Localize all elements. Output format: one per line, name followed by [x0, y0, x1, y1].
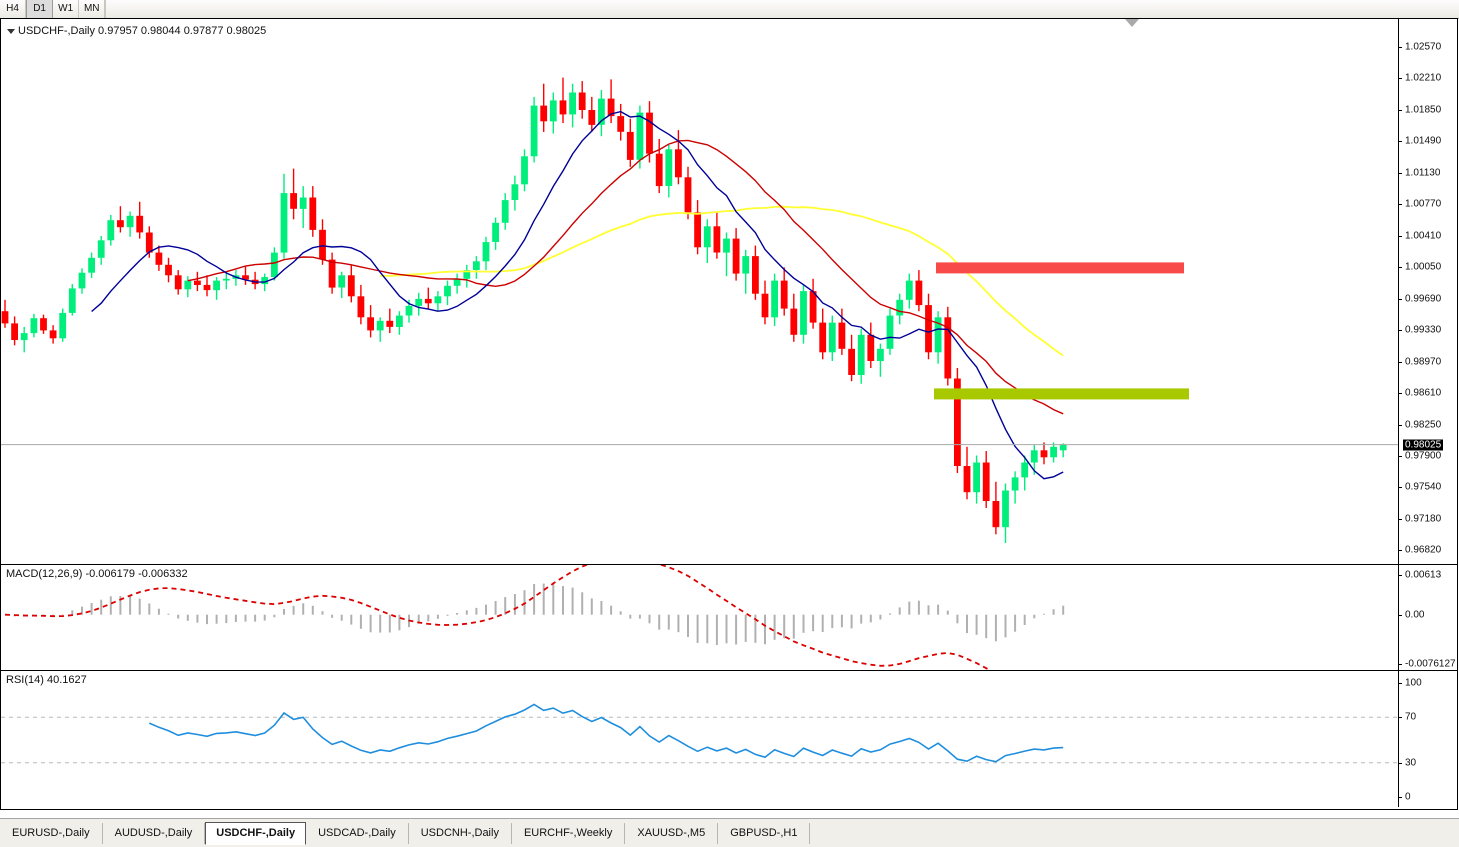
- chart-tab-gbpusdh1[interactable]: GBPUSD-,H1: [718, 822, 811, 844]
- price-tick: [1398, 78, 1402, 80]
- rsi-canvas: [1, 703, 1398, 764]
- rsi-tick-label: 30: [1405, 757, 1417, 769]
- price-tick-label: 1.00410: [1405, 230, 1442, 242]
- price-tick-label: 1.02210: [1405, 72, 1442, 84]
- price-tick-label: 0.99690: [1405, 293, 1442, 305]
- macd-tick-label: 0.00613: [1405, 569, 1442, 581]
- price-tick: [1398, 172, 1402, 174]
- rsi-tick: [1398, 717, 1402, 719]
- price-tick-label: 0.97540: [1405, 481, 1442, 493]
- price-tick: [1398, 393, 1402, 395]
- price-tick-label: 1.01850: [1405, 104, 1442, 116]
- price-tick-label: 1.01130: [1405, 167, 1441, 179]
- chart-frame: USDCHF-,Daily 0.97957 0.98044 0.97877 0.…: [0, 18, 1458, 836]
- chart-tab-audusddaily[interactable]: AUDUSD-,Daily: [103, 822, 206, 844]
- pane-divider-price-macd: [1, 564, 1457, 565]
- chart-top-marker-icon: [1125, 19, 1139, 27]
- price-tick-label: 0.97180: [1405, 513, 1442, 524]
- collapse-caret-icon[interactable]: [7, 28, 15, 34]
- chart-tab-eurchfweekly[interactable]: EURCHF-,Weekly: [512, 822, 626, 844]
- current-price-label: 0.98025: [1403, 439, 1444, 451]
- price-pane-title: USDCHF-,Daily 0.97957 0.98044 0.97877 0.…: [7, 25, 266, 37]
- macd-canvas: [4, 565, 1065, 670]
- chart-tab-bar: EURUSD-,Daily AUDUSD-,Daily USDCHF-,Daily U…: [0, 818, 1459, 847]
- price-tick-label: 1.00050: [1405, 261, 1442, 273]
- price-tick: [1398, 487, 1402, 489]
- macd-axis: 0.00613 0.00 -0.0076127: [1398, 565, 1457, 670]
- price-tick: [1398, 455, 1402, 457]
- timeframe-button-w1[interactable]: W1: [53, 0, 80, 18]
- price-tick: [1398, 267, 1402, 269]
- rsi-tick: [1398, 683, 1402, 684]
- price-tick-label: 0.98250: [1405, 419, 1442, 431]
- timeframe-button-mn[interactable]: MN: [79, 0, 106, 18]
- price-tick: [1398, 518, 1402, 520]
- macd-tick: [1398, 575, 1402, 576]
- price-tick-label: 0.98970: [1405, 356, 1442, 368]
- macd-tick-label: 0.00: [1405, 609, 1425, 621]
- rsi-tick-label: 70: [1405, 711, 1417, 723]
- timeframe-button-d1[interactable]: D1: [26, 0, 54, 18]
- price-tick-label: 0.96820: [1405, 544, 1442, 556]
- price-tick: [1398, 47, 1402, 48]
- support-band: [934, 388, 1189, 400]
- price-tick: [1398, 298, 1402, 300]
- price-tick-label: 1.00770: [1405, 198, 1442, 210]
- chart-tab-xauusdm5[interactable]: XAUUSD-,M5: [625, 822, 719, 844]
- timeframe-toolbar: H4 D1 W1 MN: [0, 0, 1459, 19]
- price-tick: [1398, 424, 1402, 426]
- chart-tab-usdcnhdaily[interactable]: USDCNH-,Daily: [409, 822, 512, 844]
- price-tick-label: 1.01490: [1405, 135, 1442, 147]
- toolbar-filler: [105, 0, 1459, 18]
- rsi-tick: [1398, 762, 1402, 764]
- chart-tab-usdchfdaily[interactable]: USDCHF-,Daily: [205, 821, 307, 845]
- macd-pane[interactable]: [1, 565, 1398, 670]
- resistance-band: [936, 262, 1184, 274]
- price-tick-label: 1.02570: [1405, 41, 1442, 53]
- macd-tick-label: -0.0076127: [1405, 658, 1456, 670]
- price-chart-pane[interactable]: [1, 19, 1398, 564]
- chart-tab-usdcaddaily[interactable]: USDCAD-,Daily: [306, 822, 409, 844]
- macd-pane-title: MACD(12,26,9) -0.006179 -0.006332: [6, 568, 188, 580]
- price-chart-canvas: [1, 77, 1398, 543]
- price-tick: [1398, 141, 1402, 143]
- price-tick: [1398, 109, 1402, 111]
- price-tick: [1398, 204, 1402, 206]
- rsi-tick: [1398, 797, 1402, 798]
- price-tick: [1398, 330, 1402, 332]
- price-tick: [1398, 550, 1402, 551]
- rsi-pane[interactable]: [1, 671, 1398, 807]
- chart-tab-eurusddaily[interactable]: EURUSD-,Daily: [0, 822, 103, 844]
- price-axis: 1.02570 1.02210 1.01850 1.01490 1.01130 1.007…: [1398, 19, 1457, 564]
- timeframe-button-h4[interactable]: H4: [0, 0, 27, 18]
- rsi-tick-label: 0: [1405, 791, 1411, 803]
- price-tick: [1398, 361, 1402, 363]
- rsi-pane-title: RSI(14) 40.1627: [6, 674, 87, 686]
- price-tick-label: 0.98610: [1405, 387, 1442, 399]
- price-tick: [1398, 235, 1402, 237]
- rsi-tick-label: 100: [1405, 677, 1422, 689]
- rsi-axis: 100 70 30 0: [1398, 671, 1457, 807]
- price-tick-label: 0.97900: [1405, 450, 1442, 462]
- macd-tick: [1398, 664, 1402, 665]
- price-tick-label: 0.99330: [1405, 324, 1442, 336]
- macd-tick: [1398, 614, 1402, 616]
- pane-divider-macd-rsi: [1, 670, 1457, 671]
